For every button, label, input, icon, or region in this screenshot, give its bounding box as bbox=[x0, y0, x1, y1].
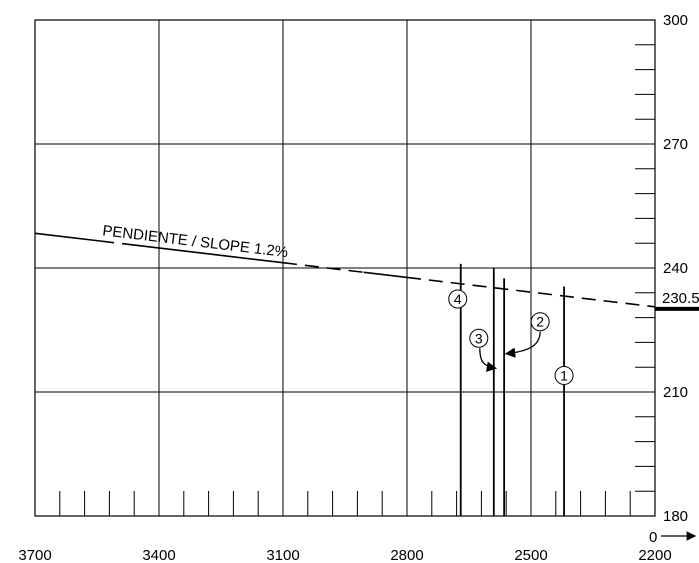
slope-line-segment bbox=[100, 240, 129, 246]
marker-label-4: 4 bbox=[454, 291, 462, 307]
marker-circle-4 bbox=[448, 289, 468, 309]
y-tick-labels: 300 270 240 210 180 bbox=[663, 12, 688, 525]
marker-label-1: 1 bbox=[560, 367, 568, 383]
y-tick-label: 180 bbox=[663, 508, 688, 525]
y-tick-label: 270 bbox=[663, 136, 688, 153]
x-tick-label: 3400 bbox=[142, 547, 175, 563]
x-tick-label: 3100 bbox=[266, 547, 299, 563]
slope-label: PENDIENTE / SLOPE 1.2% bbox=[101, 222, 288, 261]
x-tick-labels: 3700 3400 3100 2800 2500 2200 bbox=[18, 547, 671, 563]
grid-lines bbox=[35, 20, 655, 516]
vertical-lines: 4 3 2 1 bbox=[448, 263, 574, 516]
origin-label: 0 bbox=[649, 529, 657, 546]
slope-line-segment bbox=[34, 232, 101, 242]
marker-circle-3 bbox=[469, 328, 489, 348]
y-tick-label: 300 bbox=[663, 12, 688, 29]
slope-line-segment bbox=[406, 276, 656, 308]
curved-arrow-3 bbox=[479, 348, 498, 372]
right-value-label: 230.5 bbox=[662, 290, 699, 307]
x-tick-label: 2500 bbox=[514, 547, 547, 563]
marker-circle-2 bbox=[530, 312, 550, 332]
x-tick-label: 2200 bbox=[638, 547, 671, 563]
y-tick-label: 210 bbox=[663, 384, 688, 401]
slope-line-segment bbox=[127, 243, 284, 264]
marker-label-2: 2 bbox=[536, 314, 544, 330]
series-group bbox=[34, 232, 656, 308]
slope-line-segment bbox=[363, 271, 408, 279]
marker-circle-1 bbox=[554, 365, 574, 385]
marker-label-3: 3 bbox=[475, 330, 483, 346]
x-tick-label: 3700 bbox=[18, 547, 51, 563]
x-tick-label: 2800 bbox=[390, 547, 423, 563]
curved-arrow-2 bbox=[504, 331, 541, 358]
slope-line-segment bbox=[282, 261, 364, 274]
minor-ticks bbox=[59, 44, 655, 516]
y-tick-label: 240 bbox=[663, 260, 688, 277]
